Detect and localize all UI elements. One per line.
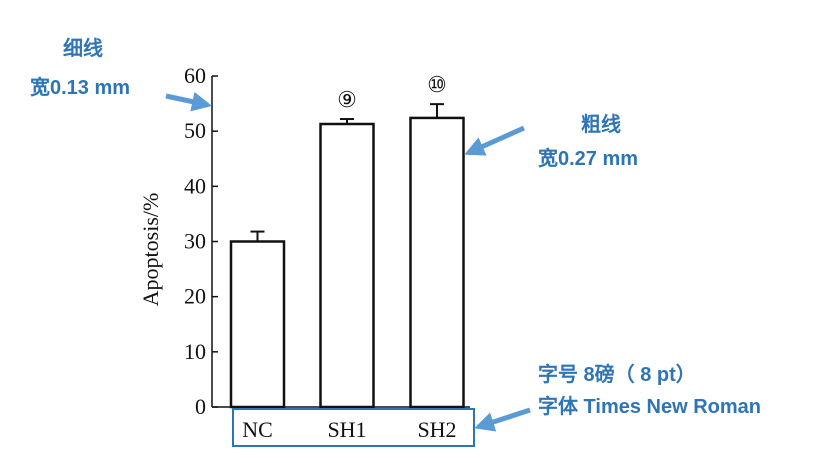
note: 宽0.13 mm [30, 75, 130, 99]
y-tick-label: 50 [184, 118, 206, 143]
y-tick-label: 20 [184, 284, 206, 309]
y-tick-label: 30 [184, 229, 206, 254]
arrow [464, 125, 526, 156]
note: 字体 Times New Roman [538, 394, 761, 418]
bar [319, 122, 375, 409]
highlight-box [232, 408, 475, 447]
bar [409, 116, 465, 409]
plot: 0 10 20 30 40 50 60 Apoptosis/% NC SH1 ⑨ SH2 ⑩ [138, 63, 470, 442]
note: 粗线 [581, 112, 621, 136]
arrow [165, 91, 212, 112]
bar [229, 240, 286, 409]
y-tick-label: 10 [184, 339, 206, 364]
x-tick-label: SH1 [327, 417, 366, 442]
x-tick-label: NC [242, 417, 273, 442]
y-tick-label: 60 [184, 63, 206, 88]
y-tick-label: 40 [184, 173, 206, 198]
bar-label: ⑩ [427, 72, 447, 97]
y-tick-label: 0 [195, 394, 206, 419]
x-tick-label: SH2 [417, 417, 456, 442]
note: 细线 [63, 36, 103, 60]
note: 宽0.27 mm [538, 146, 638, 170]
arrow [474, 407, 531, 432]
bar-label: ⑨ [337, 87, 357, 112]
note: 字号 8磅（ 8 pt） [538, 362, 696, 386]
y-axis-label: Apoptosis/% [138, 193, 163, 307]
